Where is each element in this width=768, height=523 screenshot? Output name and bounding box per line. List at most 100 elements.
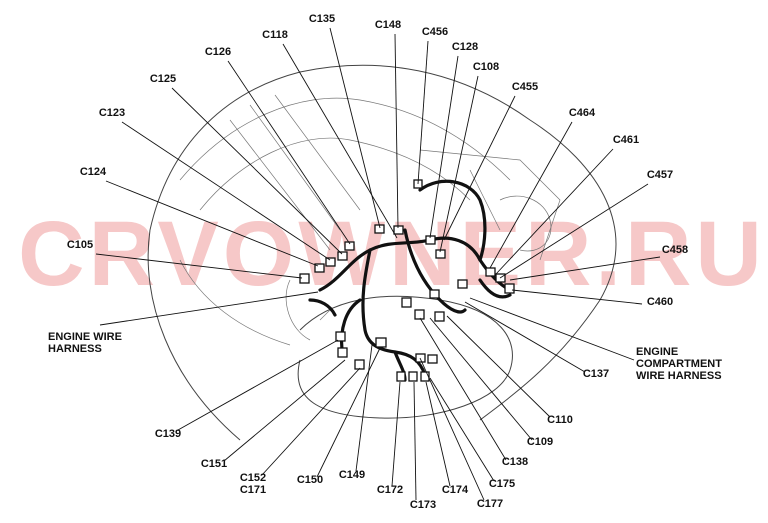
leader-line (464, 301, 586, 373)
callout-line: C464 (569, 107, 596, 119)
callout-label: C456 (422, 26, 448, 38)
callout-line: C148 (375, 19, 401, 31)
callout-label: C148 (375, 19, 401, 31)
callout-line: C175 (489, 478, 515, 490)
callout-line: C152 (240, 472, 266, 484)
callout-line: C458 (662, 244, 688, 256)
callout-label: C123 (99, 107, 125, 119)
leader-line (261, 367, 361, 476)
leader-line (391, 381, 401, 487)
engine-bay-outline (147, 64, 617, 441)
leader-line (316, 347, 381, 478)
callout-line: C172 (377, 484, 403, 496)
callout-label: C125 (150, 73, 176, 85)
callout-line: C173 (410, 499, 436, 511)
callout-label: C177 (477, 498, 503, 510)
callout-label: C135 (309, 13, 335, 25)
leader-line (99, 291, 319, 326)
leader-line (417, 40, 429, 185)
callout-line: C105 (67, 239, 93, 251)
callout-line: C151 (201, 458, 227, 470)
watermark: CRVOWNER.RU (18, 203, 766, 305)
callout-label: C149 (339, 469, 365, 481)
callout-line: C123 (99, 107, 125, 119)
callout-label: C460 (647, 296, 673, 308)
leader-line (446, 315, 551, 418)
callout-label: C128 (452, 41, 478, 53)
leader-line (105, 180, 319, 267)
callout-label: ENGINE COMPARTMENT WIRE HARNESS (636, 346, 722, 382)
callout-line: C137 (583, 368, 609, 380)
leader-line (469, 297, 635, 361)
leader-line (509, 256, 661, 281)
leader-line (425, 381, 451, 487)
callout-line: C109 (527, 436, 553, 448)
callout-label: C126 (205, 46, 231, 58)
callout-line: C171 (240, 484, 266, 496)
callout-line: C126 (205, 46, 231, 58)
callout-label: C139 (155, 428, 181, 440)
callout-line: ENGINE WIRE (48, 331, 122, 343)
callout-line: C108 (473, 61, 499, 73)
leader-line (121, 121, 331, 261)
callout-label: C151 (201, 458, 227, 470)
callout-line: C118 (262, 29, 288, 41)
callout-line: C135 (309, 13, 335, 25)
leader-line (443, 95, 516, 241)
callout-label: ENGINE WIRE HARNESS (48, 331, 122, 355)
leader-line (177, 339, 339, 431)
leader-line (429, 55, 459, 239)
callout-line: C456 (422, 26, 448, 38)
callout-label: C118 (262, 29, 288, 41)
callout-label: C108 (473, 61, 499, 73)
callout-line: HARNESS (48, 343, 102, 355)
callout-line: COMPARTMENT (636, 358, 722, 370)
leader-line (511, 289, 643, 305)
callout-line: C128 (452, 41, 478, 53)
leader-line (439, 75, 479, 253)
callout-line: C174 (442, 484, 469, 496)
callout-line: C457 (647, 169, 673, 181)
callout-line: C125 (150, 73, 176, 85)
callout-label: C458 (662, 244, 688, 256)
callout-line: C110 (547, 414, 573, 426)
callout-line: C139 (155, 428, 181, 440)
callout-line: C177 (477, 498, 503, 510)
callout-label: C150 (297, 474, 323, 486)
callout-label: C110 (547, 414, 573, 426)
callout-line: C455 (512, 81, 538, 93)
callout-label: C152 C171 (240, 472, 266, 496)
leader-line (429, 317, 533, 441)
leader-line (227, 60, 351, 245)
leader-line (355, 344, 373, 472)
leader-line (171, 87, 343, 255)
callout-label: C105 (67, 239, 93, 251)
callout-label: C138 (502, 456, 528, 468)
leader-line (419, 317, 507, 461)
leader-line (282, 43, 398, 239)
callout-label: C461 (613, 134, 639, 146)
callout-label: C175 (489, 478, 515, 490)
callout-label: C172 (377, 484, 403, 496)
callout-line: C124 (80, 166, 107, 178)
leader-line (223, 359, 346, 462)
leader-line (95, 253, 303, 279)
callout-line: C150 (297, 474, 323, 486)
leader-line (329, 27, 381, 229)
leader-line (495, 148, 614, 275)
callout-label: C173 (410, 499, 436, 511)
callout-label: C137 (583, 368, 609, 380)
callout-label: C464 (569, 107, 596, 119)
callout-label: C455 (512, 81, 538, 93)
leader-line (419, 357, 485, 501)
leader-line (394, 33, 399, 229)
callout-label: C174 (442, 484, 469, 496)
callout-line: ENGINE (636, 346, 678, 358)
leader-line (499, 183, 649, 279)
callout-label: C109 (527, 436, 553, 448)
callout-line: WIRE HARNESS (636, 370, 722, 382)
callouts: C135 C148 C456 C118 C128 C126 C108 C125 C455 C123… (48, 13, 722, 511)
callout-line: C149 (339, 469, 365, 481)
leader-line (429, 377, 495, 482)
